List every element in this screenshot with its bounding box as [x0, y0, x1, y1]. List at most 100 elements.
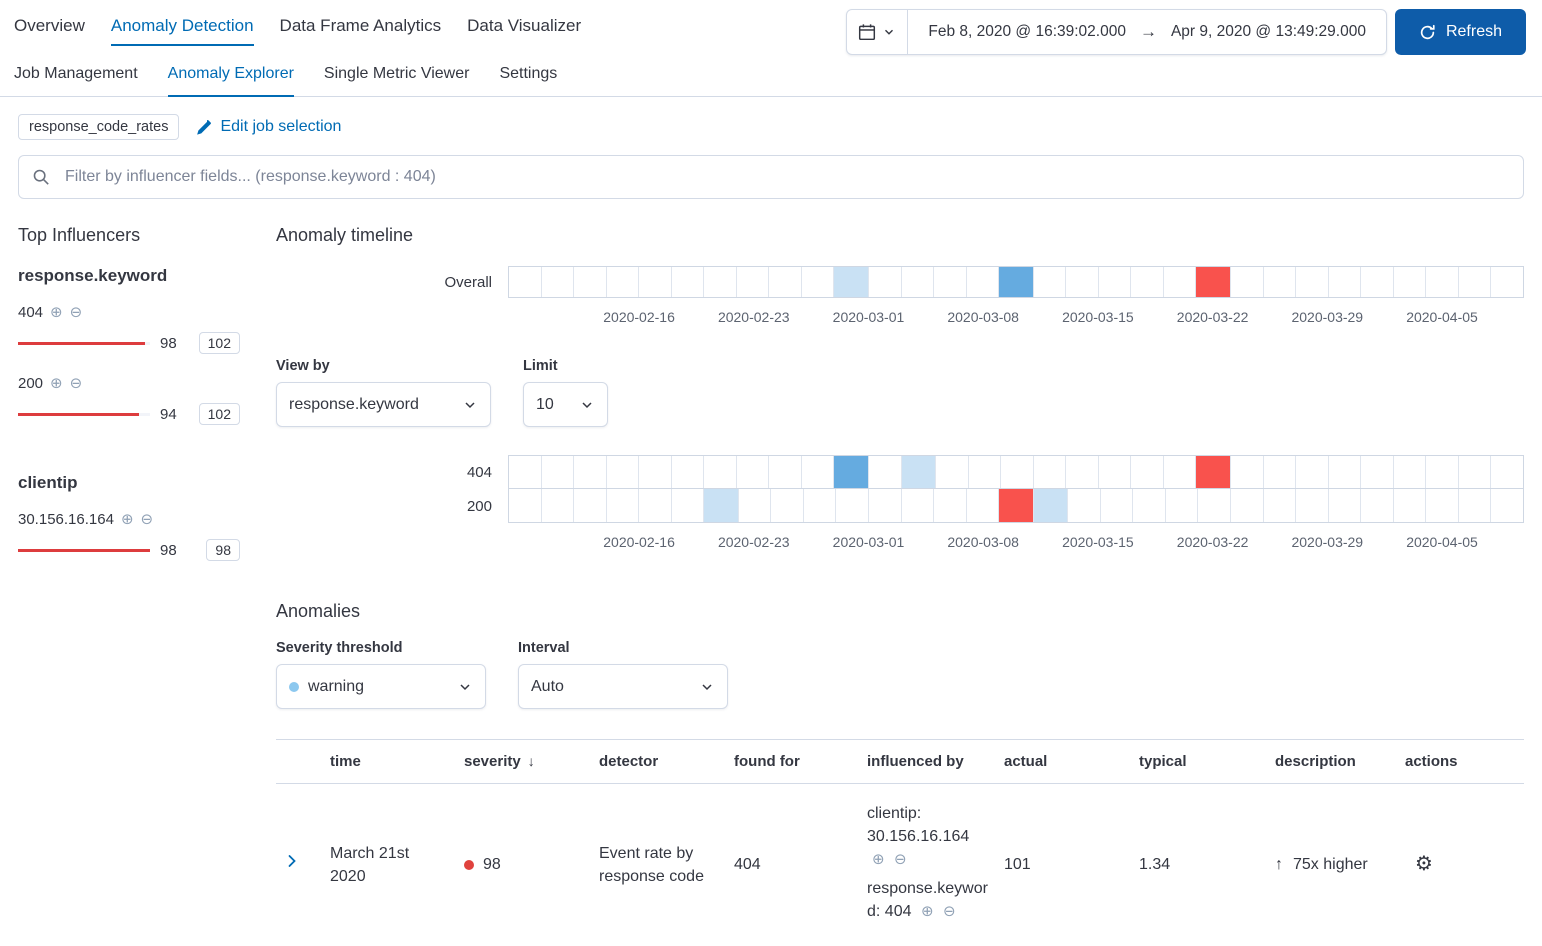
- swimlane-cell[interactable]: [1133, 489, 1166, 522]
- swimlane-cell[interactable]: [1491, 456, 1523, 488]
- subnav-tab-anomaly-explorer[interactable]: Anomaly Explorer: [167, 65, 294, 97]
- swimlane-cell-anomaly[interactable]: [834, 267, 870, 297]
- end-date-button[interactable]: Apr 9, 2020 @ 13:49:29.000: [1170, 23, 1366, 40]
- remove-filter-icon[interactable]: ⊖: [942, 902, 956, 920]
- nav-tab-data-frame-analytics[interactable]: Data Frame Analytics: [279, 16, 442, 35]
- swimlane-cell[interactable]: [739, 489, 772, 522]
- swimlane-cell[interactable]: [639, 489, 672, 522]
- swimlane-cell[interactable]: [804, 489, 837, 522]
- swimlane-cell[interactable]: [607, 489, 640, 522]
- severity-threshold-select[interactable]: warning: [276, 664, 486, 709]
- swimlane-cell[interactable]: [869, 489, 902, 522]
- swimlane-cell[interactable]: [1459, 489, 1492, 522]
- swimlane-cell[interactable]: [1068, 489, 1101, 522]
- swimlane-cell[interactable]: [1394, 456, 1427, 488]
- swimlane-cell[interactable]: [1394, 489, 1427, 522]
- swimlane-cell[interactable]: [1164, 267, 1197, 297]
- swimlane-cell[interactable]: [1034, 456, 1067, 488]
- swimlane-cell[interactable]: [802, 456, 835, 488]
- subnav-tab-single-metric-viewer[interactable]: Single Metric Viewer: [323, 65, 470, 82]
- swimlane-cell[interactable]: [1198, 489, 1232, 522]
- swimlane-cell[interactable]: [802, 267, 835, 297]
- nav-tab-overview[interactable]: Overview: [14, 16, 85, 35]
- swimlane-cell[interactable]: [574, 456, 607, 488]
- remove-filter-icon[interactable]: ⊖: [140, 511, 154, 528]
- swimlane-cell[interactable]: [1361, 489, 1394, 522]
- expand-row-button[interactable]: [276, 784, 322, 946]
- edit-job-selection-link[interactable]: Edit job selection: [195, 118, 341, 136]
- swimlane-cell[interactable]: [1231, 456, 1264, 488]
- swimlane-cell[interactable]: [509, 456, 542, 488]
- swimlane-cell[interactable]: [1361, 456, 1394, 488]
- swimlane-cell[interactable]: [1394, 267, 1427, 297]
- swimlane-cell[interactable]: [1459, 456, 1492, 488]
- interval-select[interactable]: Auto: [518, 664, 728, 709]
- refresh-button[interactable]: Refresh: [1394, 9, 1526, 55]
- swimlane-cell[interactable]: [1099, 456, 1132, 488]
- remove-filter-icon[interactable]: ⊖: [69, 375, 83, 392]
- swimlane-cell[interactable]: [771, 489, 804, 522]
- swimlane-cell-anomaly[interactable]: [834, 456, 870, 488]
- influencer-filter-input[interactable]: [18, 155, 1524, 199]
- swimlane-cell-anomaly[interactable]: [1196, 456, 1232, 488]
- swimlane-cell[interactable]: [769, 456, 802, 488]
- swimlane-cell[interactable]: [672, 267, 705, 297]
- swimlane-cell-anomaly[interactable]: [1196, 267, 1232, 297]
- subnav-tab-job-management[interactable]: Job Management: [14, 65, 138, 82]
- swimlane-cell[interactable]: [542, 456, 575, 488]
- swimlane-cell[interactable]: [1034, 267, 1067, 297]
- add-filter-icon[interactable]: ⊕: [50, 375, 63, 392]
- swimlane-cell[interactable]: [672, 489, 705, 522]
- swimlane-cell[interactable]: [1131, 456, 1164, 488]
- swimlane-cell[interactable]: [574, 489, 607, 522]
- swimlane-cell[interactable]: [1166, 489, 1199, 522]
- swimlane-cell[interactable]: [1329, 489, 1362, 522]
- swimlane-cell[interactable]: [509, 267, 542, 297]
- swimlane-cell[interactable]: [869, 456, 902, 488]
- swimlane-cell-anomaly[interactable]: [704, 489, 739, 522]
- swimlane-cell[interactable]: [936, 456, 969, 488]
- swimlane-cell[interactable]: [737, 267, 770, 297]
- swimlane-cell[interactable]: [737, 456, 770, 488]
- swimlane-cell[interactable]: [574, 267, 607, 297]
- swimlane-cell[interactable]: [1264, 489, 1297, 522]
- swimlane-cell[interactable]: [1066, 267, 1099, 297]
- swimlane-cell[interactable]: [1426, 267, 1459, 297]
- col-header-severity[interactable]: severity ↓: [456, 739, 591, 784]
- swimlane-cell[interactable]: [1231, 267, 1264, 297]
- swimlane-cell[interactable]: [542, 267, 575, 297]
- swimlane-cell[interactable]: [869, 267, 902, 297]
- swimlane-cell-anomaly[interactable]: [1033, 489, 1069, 522]
- swimlane-cell[interactable]: [769, 267, 802, 297]
- nav-tab-anomaly-detection[interactable]: Anomaly Detection: [110, 16, 254, 46]
- swimlane-cell[interactable]: [1164, 456, 1197, 488]
- swimlane-cell[interactable]: [1001, 456, 1034, 488]
- swimlane-cell[interactable]: [1066, 456, 1099, 488]
- nav-tab-data-visualizer[interactable]: Data Visualizer: [467, 16, 582, 35]
- gear-icon[interactable]: ⚙: [1415, 853, 1433, 876]
- swimlane-cell[interactable]: [836, 489, 870, 522]
- swimlane-cell[interactable]: [934, 489, 967, 522]
- swimlane-cell[interactable]: [1491, 267, 1523, 297]
- swimlane-cell[interactable]: [704, 267, 737, 297]
- swimlane-cell[interactable]: [1231, 489, 1264, 522]
- swimlane-cell[interactable]: [967, 267, 1000, 297]
- swimlane-cell[interactable]: [1426, 489, 1459, 522]
- swimlane-cell-anomaly[interactable]: [999, 267, 1034, 297]
- swimlane-cell[interactable]: [1329, 456, 1362, 488]
- swimlane-cell[interactable]: [542, 489, 575, 522]
- swimlane-cell[interactable]: [1264, 267, 1297, 297]
- calendar-dropdown-button[interactable]: [847, 10, 909, 54]
- remove-filter-icon[interactable]: ⊖: [69, 304, 83, 321]
- add-filter-icon[interactable]: ⊕: [120, 511, 134, 528]
- swimlane-cell[interactable]: [704, 456, 737, 488]
- remove-filter-icon[interactable]: ⊖: [894, 851, 907, 869]
- swimlane-cell[interactable]: [1099, 267, 1132, 297]
- swimlane-cell[interactable]: [639, 267, 672, 297]
- swimlane-cell[interactable]: [902, 489, 935, 522]
- swimlane-cell[interactable]: [672, 456, 705, 488]
- swimlane-cell[interactable]: [902, 267, 935, 297]
- add-filter-icon[interactable]: ⊕: [50, 304, 63, 321]
- swimlane-cell-anomaly[interactable]: [999, 489, 1034, 522]
- swimlane-cell[interactable]: [969, 456, 1002, 488]
